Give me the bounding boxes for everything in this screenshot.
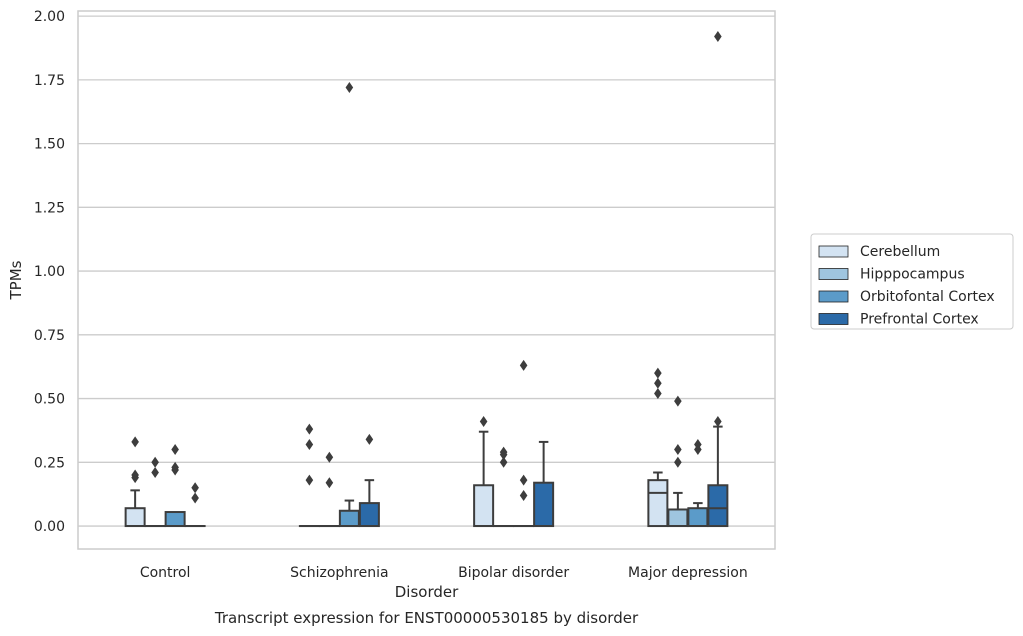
box [124,436,146,528]
outlier-point [151,467,159,479]
x-tick-label: Bipolar disorder [458,565,569,581]
y-tick-label: 0.25 [34,455,65,471]
outlier-point [654,367,662,379]
outlier-point [479,416,488,428]
y-tick-labels: 0.00 0.25 0.50 0.75 1.00 1.25 1.50 1.75 2.00 [34,9,65,535]
outlier-point [654,387,662,399]
legend-swatch [818,245,849,258]
box [533,440,555,528]
outlier-point [305,438,314,450]
outlier-point [345,81,354,93]
x-tick-labels: Control Schizophrenia Bipolar disorder Majo… [140,565,748,581]
y-tick-label: 1.00 [34,264,65,280]
legend-swatch [818,268,849,280]
outlier-point [325,477,334,489]
outlier-point [499,446,508,458]
box-body [647,479,669,528]
box [144,456,166,528]
box [358,433,380,528]
outlier-point [305,423,314,435]
grid-lines [78,15,775,527]
box [473,416,495,528]
legend: Cerebellum Hipppocampus Orbitofontal Corte… [810,233,1014,330]
outlier-point [325,451,334,463]
series-cerebellum [124,367,669,528]
outlier-point [714,30,722,42]
legend-swatch [818,290,849,303]
box-body [707,484,729,528]
box [184,482,206,528]
box-body [164,511,186,528]
outlier-point [171,444,179,456]
outlier-point [131,436,139,448]
box-body [667,508,689,528]
y-tick-label: 0.75 [34,328,65,344]
outlier-point [654,377,662,389]
box-body [358,502,380,528]
outlier-point [674,444,682,456]
legend-label: Orbitofontal Cortex [860,289,995,305]
outlier-point [519,359,528,371]
chart-caption: Transcript expression for ENST0000053018… [214,609,639,627]
y-tick-label: 0.50 [34,392,65,408]
outlier-point [674,395,682,407]
outlier-point [519,489,528,501]
x-tick-label: Control [140,565,191,581]
outlier-point [499,456,508,468]
box [493,446,515,528]
outlier-point [171,461,179,473]
box-groups [124,30,729,528]
outlier-point [674,456,682,468]
outlier-point [714,416,722,428]
box [667,395,689,528]
y-tick-label: 1.25 [34,200,65,216]
plot-frame [77,10,776,550]
box [338,81,360,528]
outlier-point [694,438,702,450]
outlier-point [131,469,139,481]
box [647,367,669,528]
box-body [473,484,495,528]
outlier-point [305,474,314,486]
box-body [533,481,555,528]
x-tick-label: Major depression [628,565,748,581]
outlier-point [151,456,159,468]
outlier-point [191,492,199,504]
box-body [124,507,146,528]
box [687,438,709,528]
series-orbitofontal-cortex [164,81,709,528]
box [513,359,535,528]
x-axis-label: Disorder [395,583,459,601]
outlier-point [519,474,528,486]
legend-label: Prefrontal Cortex [860,312,979,328]
box [318,451,340,528]
y-axis-label: TPMs [7,260,25,300]
legend-swatch [818,313,849,325]
y-tick-label: 1.50 [34,137,65,153]
legend-label: Cerebellum [860,244,940,260]
box [164,444,186,528]
box [298,423,320,528]
y-tick-label: 1.75 [34,73,65,89]
y-tick-label: 0.00 [34,519,65,535]
x-tick-label: Schizophrenia [290,565,388,581]
series-hipppocampus [144,395,689,528]
legend-label: Hipppocampus [860,267,965,283]
outlier-point [365,433,374,445]
box-body [338,509,360,528]
series-prefrontal-cortex [184,30,729,528]
outlier-point [191,482,199,494]
y-tick-label: 2.00 [34,9,65,25]
legend-frame [810,233,1014,330]
box [707,30,729,528]
box-body [687,507,709,528]
